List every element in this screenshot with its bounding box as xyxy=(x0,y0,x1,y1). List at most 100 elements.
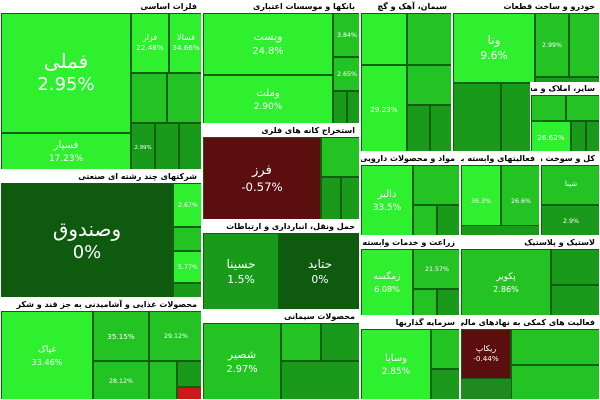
stock-tile[interactable]: 2.65% xyxy=(333,57,359,91)
stock-tile[interactable]: فسالا 34.66% xyxy=(169,13,201,73)
sector-s14: محصولات غذایی و آشامیدنی به جز قند و شکر… xyxy=(0,298,202,400)
stock-tile[interactable]: وصندوق 0% xyxy=(1,183,173,297)
stock-tile[interactable] xyxy=(413,289,437,315)
stock-tile[interactable] xyxy=(511,365,599,399)
stock-tile[interactable] xyxy=(413,205,437,235)
stock-tile[interactable] xyxy=(531,95,566,121)
stock-tile[interactable]: دالبر 33.5% xyxy=(361,165,413,235)
sector-title: بانکها و موسسات اعتباری xyxy=(203,1,359,13)
sector-s4: خودرو و ساخت قطعات ونا 9.6% 2.99% xyxy=(452,0,600,152)
sector-title: محصولات سیمانی xyxy=(203,311,359,323)
stock-tile[interactable]: 5.77% xyxy=(173,251,201,283)
stock-change: 21.57% xyxy=(424,266,449,274)
stock-tile[interactable]: 28.12% xyxy=(93,361,149,399)
stock-tile[interactable]: فسپار 17.23% xyxy=(1,133,131,169)
stock-tile[interactable] xyxy=(155,123,179,169)
stock-tile[interactable] xyxy=(321,177,341,219)
stock-tile[interactable]: 2.99% xyxy=(131,123,155,169)
stock-tile[interactable] xyxy=(551,249,599,285)
stock-tile[interactable]: 2.67% xyxy=(173,183,201,227)
stock-tile[interactable]: 2.99% xyxy=(535,13,569,77)
sector-s16: سرمایه گذاریها وسایا 2.85% xyxy=(360,316,460,400)
stock-tile[interactable]: 21.57% xyxy=(413,249,459,289)
stock-tile[interactable] xyxy=(333,91,347,123)
stock-tile[interactable] xyxy=(179,123,201,169)
stock-tile[interactable] xyxy=(551,285,599,315)
stock-tile[interactable]: زمگسه 6.08% xyxy=(361,249,413,315)
stock-tile[interactable]: ریکاپ -0.44% xyxy=(461,329,511,379)
stock-tile[interactable]: شصیر 2.97% xyxy=(203,323,281,399)
stock-change: 6.08% xyxy=(374,283,400,294)
stock-tile[interactable]: غپاک 33.46% xyxy=(1,311,93,399)
stock-tile[interactable]: وملت 2.90% xyxy=(203,75,333,123)
stock-tile[interactable]: 3.84% xyxy=(333,13,359,57)
stock-tile[interactable] xyxy=(569,13,599,77)
stock-tile[interactable]: 35.15% xyxy=(93,311,149,361)
stock-tile[interactable] xyxy=(341,177,359,219)
stock-change: 2.97% xyxy=(226,363,258,375)
stock-change: 2.99% xyxy=(541,42,562,50)
stock-tile[interactable] xyxy=(437,205,459,235)
stock-tile[interactable] xyxy=(430,105,451,151)
stock-change: 34.66% xyxy=(172,43,200,53)
sector-s1: فلزات اساسی فملی 2.95% فسپار 17.23% فزار 22.48… xyxy=(0,0,202,170)
stock-tile[interactable] xyxy=(571,121,586,151)
stock-tile[interactable]: شپنا xyxy=(541,165,599,205)
stock-tile[interactable] xyxy=(511,329,599,365)
stock-tile[interactable] xyxy=(177,361,201,387)
stock-tile[interactable] xyxy=(321,323,359,361)
stock-tile[interactable] xyxy=(586,121,599,151)
stock-tile[interactable]: ونا 9.6% xyxy=(453,13,535,83)
stock-tile[interactable]: 26.6% xyxy=(501,165,539,235)
stock-change: 26.6% xyxy=(510,198,531,206)
sector-title: مواد و محصولات دارویی xyxy=(361,153,459,165)
stock-tile[interactable]: 29.12% xyxy=(149,311,201,361)
stock-tile[interactable]: فرز -0.57% xyxy=(203,137,321,219)
stock-tile[interactable] xyxy=(407,13,451,65)
stock-tile[interactable] xyxy=(413,165,459,205)
stock-tile[interactable] xyxy=(437,289,459,315)
stock-tile[interactable] xyxy=(431,369,459,399)
stock-tile[interactable] xyxy=(177,387,201,399)
stock-tile[interactable] xyxy=(149,361,177,399)
stock-change: 2.99% xyxy=(134,144,152,151)
stock-tile[interactable] xyxy=(461,225,539,235)
stock-tile[interactable] xyxy=(431,329,459,369)
sector-title: محصولات غذایی و آشامیدنی به جز قند و شکر xyxy=(1,299,201,311)
stock-symbol: فسپار xyxy=(53,140,79,152)
stock-symbol: غپاک xyxy=(37,345,57,356)
stock-tile[interactable] xyxy=(173,283,201,297)
stock-tile[interactable] xyxy=(173,227,201,251)
stock-tile[interactable] xyxy=(281,323,321,361)
sector-s5: سایر، املاک و مستغلات 26.62% xyxy=(530,82,600,152)
stock-symbol: فرز xyxy=(252,162,272,178)
stock-tile[interactable] xyxy=(566,95,599,121)
stock-tile[interactable]: حسینا 1.5% xyxy=(203,233,279,309)
sector-title: شرکتهای چند رشته ای صنعتی xyxy=(1,171,201,183)
stock-tile[interactable] xyxy=(347,91,359,123)
stock-tile[interactable]: حتاید 0% xyxy=(279,233,359,309)
sector-s11: کل و سوخت هسته ای شپنا 2.9% xyxy=(540,152,600,236)
stock-symbol: دالبر xyxy=(377,189,397,201)
stock-tile[interactable] xyxy=(281,361,359,399)
stock-tile[interactable]: 2.9% xyxy=(541,205,599,235)
stock-tile[interactable] xyxy=(131,73,167,123)
stock-tile[interactable]: وبست 24.8% xyxy=(203,13,333,75)
stock-symbol: وبست xyxy=(253,29,283,43)
stock-tile[interactable] xyxy=(453,83,501,151)
stock-tile[interactable]: پکویر 2.86% xyxy=(461,249,551,315)
stock-tile[interactable]: فملی 2.95% xyxy=(1,13,131,133)
stock-tile[interactable] xyxy=(321,137,359,177)
stock-tile[interactable]: 36.3% xyxy=(461,165,501,235)
stock-tile[interactable] xyxy=(407,65,451,105)
stock-tile[interactable] xyxy=(407,105,430,151)
stock-symbol: وملت xyxy=(256,88,280,100)
stock-tile[interactable]: 29.23% xyxy=(361,65,407,151)
stock-tile[interactable]: فزار 22.48% xyxy=(131,13,169,73)
stock-tile[interactable] xyxy=(361,13,407,65)
stock-tile[interactable] xyxy=(167,73,201,123)
stock-tile[interactable]: 26.62% xyxy=(531,121,571,151)
stock-change: -0.44% xyxy=(473,354,499,364)
stock-tile[interactable]: وسایا 2.85% xyxy=(361,329,431,399)
